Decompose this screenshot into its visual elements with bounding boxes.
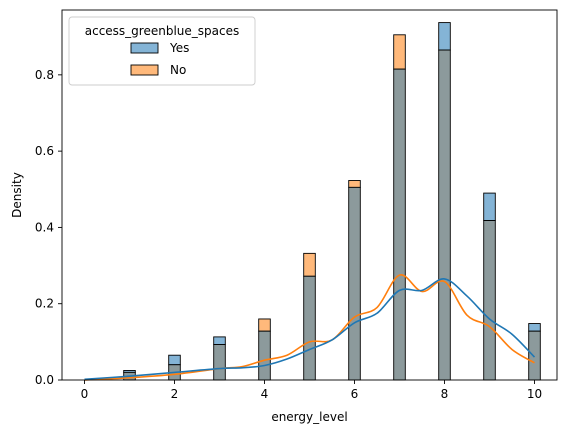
y-tick-label-0.0: 0.0: [35, 373, 54, 387]
y-tick-label-0.8: 0.8: [35, 68, 54, 82]
x-tick-label-8: 8: [441, 387, 449, 401]
bar-overlap-8: [438, 49, 451, 381]
legend-label-no: No: [170, 63, 186, 77]
x-tick-label-2: 2: [171, 387, 179, 401]
x-tick-label-4: 4: [261, 387, 269, 401]
bar-top-4: [258, 318, 271, 332]
kde-line-yes: [84, 278, 536, 381]
bar-top-6: [348, 180, 361, 188]
bar-overlap-6: [348, 186, 361, 381]
bar-overlap-9: [483, 220, 496, 381]
legend-swatch-no: [130, 64, 159, 76]
bar-top-9: [483, 192, 496, 222]
y-tick-label-0.4: 0.4: [35, 220, 54, 234]
bar-overlap-3: [213, 344, 226, 381]
bar-top-2: [168, 354, 181, 366]
x-tick-label-0: 0: [81, 387, 89, 401]
legend-swatch-yes: [130, 42, 159, 54]
x-axis-label: energy_level: [271, 410, 347, 424]
bar-top-5: [303, 252, 316, 277]
bar-overlap-10: [528, 330, 541, 381]
y-axis-label: Density: [10, 172, 24, 218]
x-tick-label-10: 10: [527, 387, 542, 401]
legend-box: [68, 16, 256, 86]
bar-top-10: [528, 323, 541, 332]
bar-top-7: [393, 34, 406, 70]
legend-label-yes: Yes: [169, 41, 189, 55]
legend-title: access_greenblue_spaces: [85, 24, 240, 38]
legend: access_greenblue_spaces Yes No: [68, 16, 256, 86]
y-tick-label-0.2: 0.2: [35, 297, 54, 311]
bar-top-8: [438, 22, 451, 51]
plot-frame: [61, 9, 558, 381]
kde-layer: [84, 274, 536, 381]
bar-overlap-4: [258, 330, 271, 381]
x-tick-label-6: 6: [351, 387, 359, 401]
bar-overlap-7: [393, 68, 406, 381]
axes-layer: 0 2 4 6 8 10 0.0 0.2 0.4 0.6 0.8 energy_level Densit…: [10, 9, 558, 424]
y-tick-label-0.6: 0.6: [35, 144, 54, 158]
bar-overlap-5: [303, 275, 316, 381]
bar-top-3: [213, 336, 226, 345]
